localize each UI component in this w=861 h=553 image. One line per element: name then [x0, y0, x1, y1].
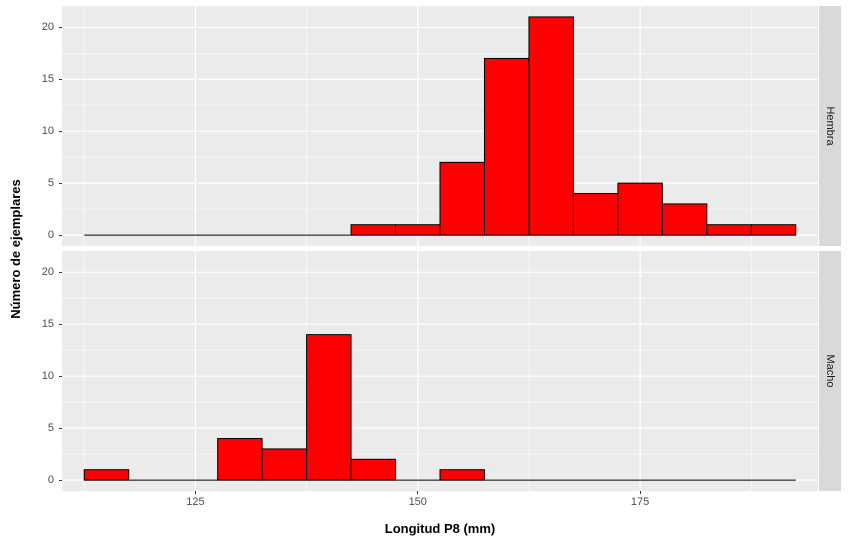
- y-tick-label: 0: [47, 229, 54, 242]
- histogram-bar: [217, 438, 263, 481]
- y-tick-label: 20: [41, 21, 54, 34]
- y-tick-label: 5: [47, 177, 54, 190]
- histogram-bar: [750, 224, 797, 236]
- facet-strip: Macho: [819, 251, 841, 491]
- y-axis-title: Número de ejemplares: [8, 179, 23, 319]
- histogram-bar: [306, 334, 352, 481]
- y-tick-mark: [59, 323, 62, 325]
- histogram-bar: [483, 57, 530, 236]
- x-tick-mark: [194, 491, 196, 494]
- panel-macho: [62, 251, 818, 491]
- y-tick-mark: [59, 427, 62, 429]
- y-tick-label: 5: [47, 422, 54, 435]
- facet-strip: Hembra: [819, 6, 841, 246]
- x-tick-label: 150: [408, 496, 427, 508]
- y-tick-label: 15: [41, 73, 54, 86]
- y-tick-mark: [59, 479, 62, 481]
- x-tick-mark: [417, 491, 419, 494]
- histogram-bar: [661, 203, 708, 236]
- x-tick-label: 175: [630, 496, 650, 508]
- histogram-bar: [706, 224, 752, 236]
- histogram-bar: [261, 448, 308, 481]
- x-tick-mark: [639, 491, 641, 494]
- histogram-bar: [528, 16, 574, 236]
- histogram-bar: [439, 469, 485, 481]
- histogram-bar: [83, 469, 130, 481]
- panel-background: [62, 251, 818, 491]
- y-tick-label: 10: [41, 370, 54, 383]
- y-tick-mark: [59, 375, 62, 377]
- y-tick-mark: [59, 26, 62, 28]
- histogram-bar: [617, 182, 663, 236]
- panel-hembra: [62, 6, 818, 246]
- y-tick-mark: [59, 130, 62, 132]
- y-tick-label: 15: [41, 318, 54, 331]
- facet-strip-label: Macho: [824, 354, 836, 388]
- histogram-bar: [572, 193, 619, 236]
- y-tick-label: 0: [47, 474, 54, 487]
- y-tick-label: 10: [41, 125, 54, 138]
- y-tick-label: 20: [41, 266, 54, 279]
- y-tick-mark: [59, 234, 62, 236]
- histogram-bar: [350, 458, 397, 481]
- histogram-bar: [395, 224, 441, 236]
- x-axis-title: Longitud P8 (mm): [384, 521, 496, 536]
- histogram-bar: [350, 224, 397, 236]
- y-tick-mark: [59, 271, 62, 273]
- facet-strip-label: Hembra: [824, 106, 836, 146]
- x-tick-label: 125: [186, 496, 205, 508]
- y-tick-mark: [59, 78, 62, 80]
- y-tick-mark: [59, 182, 62, 184]
- histogram-bar: [439, 161, 485, 236]
